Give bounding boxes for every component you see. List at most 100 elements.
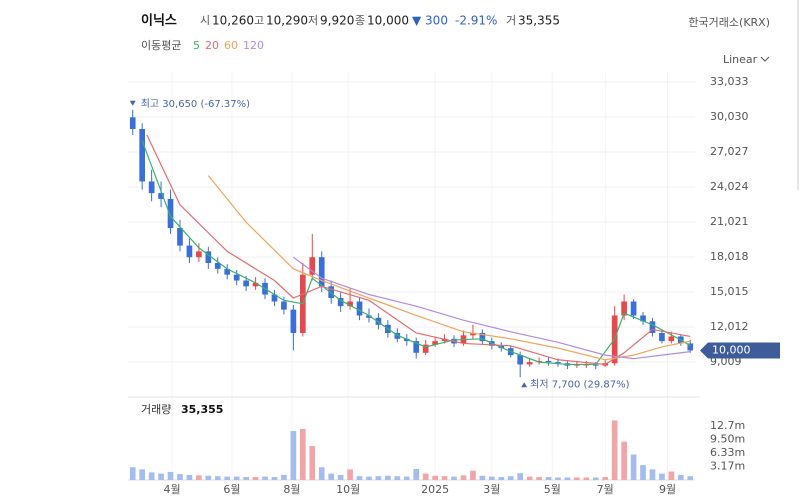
y-tick-label: 18,018 — [710, 250, 749, 263]
volume-bar — [621, 441, 627, 480]
volume-tick-label: 3.17m — [710, 460, 745, 473]
candle-body — [347, 301, 353, 307]
volume-bar — [328, 473, 335, 480]
volume: 35,355 — [518, 14, 560, 28]
x-tick-label: 2025 — [421, 483, 449, 496]
ma-line — [141, 140, 691, 366]
ma-line — [293, 256, 691, 360]
candle-body — [526, 362, 533, 365]
stock-name: 이닉스 — [141, 13, 177, 29]
ma-label: 이동평균 — [141, 39, 181, 52]
price-tag-label: 10,000 — [712, 343, 751, 356]
candle-body — [422, 344, 429, 353]
volume-bar — [564, 477, 571, 480]
candle-body — [281, 301, 287, 310]
candle-body — [318, 257, 325, 287]
volume-bar — [262, 476, 268, 480]
change: ▼ 300 — [412, 14, 448, 28]
low-note: 최저 7,700 (29.87%) — [530, 378, 629, 390]
volume-bar — [583, 477, 590, 480]
y-tick-label: 15,015 — [710, 285, 749, 298]
volume-bar — [167, 471, 174, 480]
high-note: 최고 30,650 (-67.37%) — [141, 98, 250, 110]
volume-bar — [413, 468, 420, 480]
volume-bar — [507, 476, 514, 480]
volume-bar — [488, 476, 495, 480]
volume-title: 거래량 — [141, 403, 171, 416]
high-marker — [129, 100, 136, 106]
volume-bar — [668, 471, 675, 480]
candle-body — [375, 317, 382, 325]
volume-bar — [479, 475, 486, 480]
volume-bar — [451, 476, 457, 480]
y-tick-label: 30,030 — [710, 110, 749, 123]
volume-bar — [460, 475, 467, 480]
candle-body — [224, 268, 231, 275]
volume-tick-label: 9.50m — [710, 433, 745, 446]
candle-body — [356, 301, 363, 316]
candle-body — [129, 117, 136, 130]
volume-bar — [611, 420, 618, 480]
candle-body — [555, 362, 561, 364]
x-tick-label: 3월 — [483, 483, 500, 496]
y-tick-label: 27,027 — [710, 145, 749, 158]
candle-body — [139, 129, 146, 182]
close: 10,000 — [367, 14, 409, 28]
volume-bar — [602, 477, 609, 480]
volume-bar — [139, 469, 146, 480]
volume-bar — [309, 445, 316, 480]
candle-body — [413, 341, 420, 353]
ma-line — [207, 175, 691, 361]
candle-body — [167, 198, 174, 229]
low-marker — [521, 382, 528, 388]
volume-bar — [158, 473, 164, 480]
price-tag — [700, 342, 780, 359]
scale-toggle[interactable]: Linear — [723, 53, 758, 66]
close-label: 종 — [355, 14, 365, 27]
volume-bar — [271, 477, 278, 480]
x-tick-label: 7월 — [597, 483, 614, 496]
volume-bar — [630, 454, 637, 480]
candle-body — [630, 301, 637, 316]
volume-bar — [677, 474, 684, 480]
volume-bar — [375, 476, 382, 480]
volume-bar — [555, 477, 561, 480]
volume-bar — [290, 431, 297, 480]
volume-bar — [205, 475, 212, 480]
volume-bar — [574, 477, 580, 480]
volume-bar — [186, 474, 193, 480]
volume-bar — [592, 477, 599, 480]
x-tick-label: 4월 — [163, 483, 180, 496]
volume-bar — [403, 476, 410, 480]
volume-bar — [659, 473, 665, 480]
candle-body — [148, 181, 155, 194]
volume-tick-label: 6.33m — [710, 446, 745, 459]
candle-body — [177, 228, 183, 246]
dropdown-arrow[interactable] — [760, 56, 770, 62]
volume-bar — [687, 476, 694, 480]
candle-body — [252, 282, 259, 287]
open: 10,260 — [212, 14, 254, 28]
volume-label: 거 — [506, 14, 516, 27]
candle-body — [243, 280, 249, 287]
open-label: 시 — [200, 14, 210, 27]
candle-body — [214, 263, 221, 269]
volume-bar — [281, 474, 287, 480]
ma-legend-item: 120 — [243, 39, 264, 52]
candle-body — [337, 298, 344, 307]
volume-bar — [366, 476, 372, 480]
x-tick-label: 9월 — [659, 483, 676, 496]
candle-body — [640, 315, 646, 322]
y-tick-label: 24,024 — [710, 180, 749, 193]
volume-bar — [536, 477, 542, 480]
y-tick-label: 33,033 — [710, 75, 749, 88]
volume-bar — [394, 476, 401, 480]
candle-body — [186, 245, 193, 258]
candle-body — [441, 338, 448, 342]
volume-bar — [356, 476, 363, 480]
x-tick-label: 8월 — [283, 483, 300, 496]
volume-tick-label: 12.7m — [710, 419, 745, 432]
candle-body — [649, 321, 656, 333]
candle-body — [479, 332, 486, 342]
